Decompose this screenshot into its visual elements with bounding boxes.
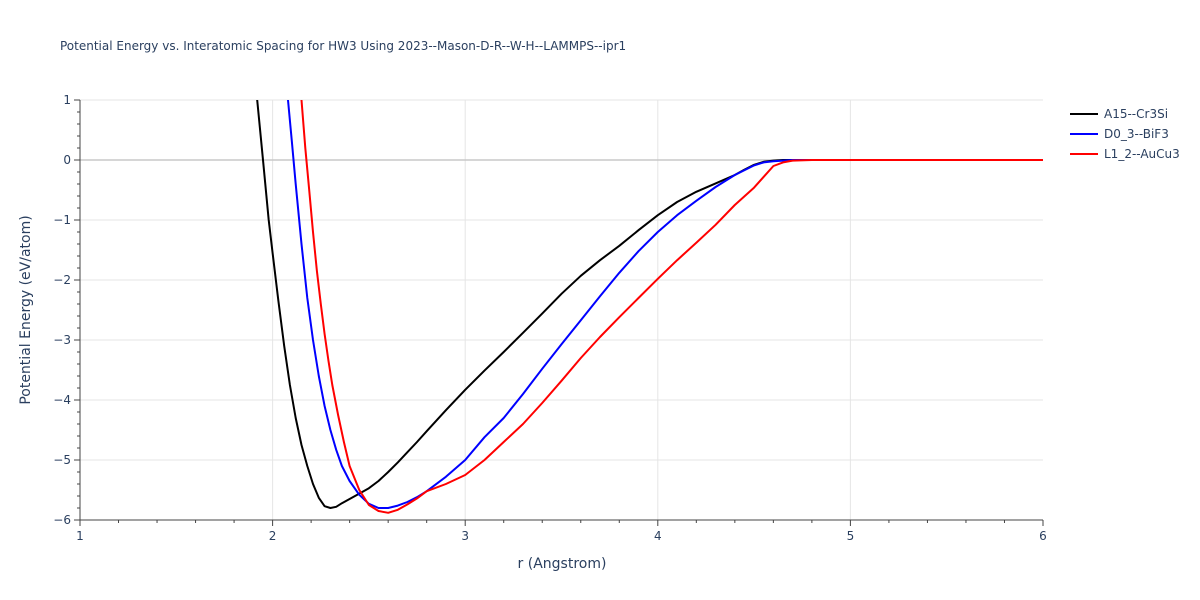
x-tick-label: 4: [654, 529, 662, 543]
legend-item-d0-3-bif3[interactable]: D0_3--BiF3: [1070, 127, 1169, 141]
legend-label: L1_2--AuCu3: [1104, 147, 1180, 161]
legend-label: A15--Cr3Si: [1104, 107, 1168, 121]
series-line-a15-cr3si: [256, 100, 1043, 509]
grid-layer: [80, 99, 1043, 520]
legend-item-l1-2-aucu3[interactable]: L1_2--AuCu3: [1070, 147, 1180, 161]
series-layer: [256, 100, 1043, 514]
y-tick-label: −4: [53, 393, 71, 407]
legend-label: D0_3--BiF3: [1104, 127, 1169, 141]
axis-layer: 1 2 3 4 5 6 1 0 −1 −2 −3 −4 −5 −6: [53, 93, 1047, 543]
legend[interactable]: A15--Cr3Si D0_3--BiF3 L1_2--AuCu3: [1070, 107, 1180, 161]
y-tick-label: 1: [63, 93, 71, 107]
series-line-d0-3-bif3: [287, 100, 1043, 509]
legend-item-a15-cr3si[interactable]: A15--Cr3Si: [1070, 107, 1168, 121]
y-tick-label: −5: [53, 453, 71, 467]
x-tick-label: 6: [1039, 529, 1047, 543]
x-tick-label: 2: [269, 529, 277, 543]
y-tick-label: 0: [63, 153, 71, 167]
x-tick-label: 3: [461, 529, 469, 543]
y-tick-label: −2: [53, 273, 71, 287]
y-tick-label: −1: [53, 213, 71, 227]
y-axis-title: Potential Energy (eV/atom): [18, 215, 34, 404]
series-line-l1-2-aucu3: [300, 100, 1043, 514]
x-tick-label: 1: [76, 529, 84, 543]
chart-title: Potential Energy vs. Interatomic Spacing…: [60, 39, 626, 53]
y-tick-label: −6: [53, 513, 71, 527]
y-tick-label: −3: [53, 333, 71, 347]
x-axis-title: r (Angstrom): [518, 556, 607, 572]
x-tick-label: 5: [847, 529, 855, 543]
